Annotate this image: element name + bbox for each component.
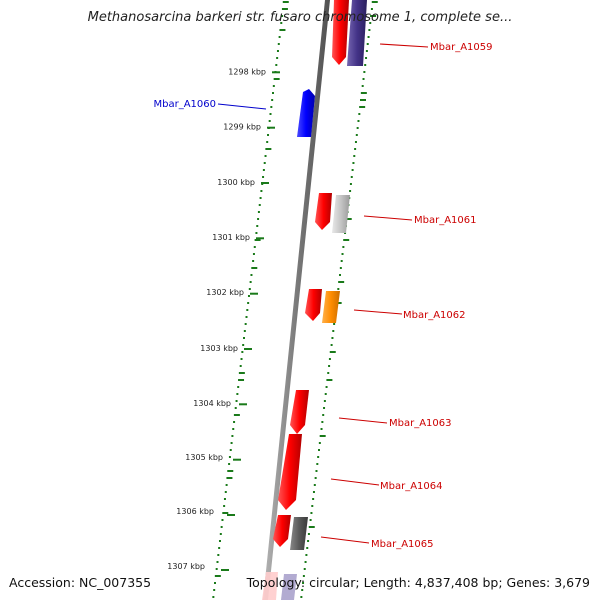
gene-arrow[interactable] [273, 515, 291, 547]
ruler-label: 1299 kbp [223, 123, 261, 132]
cds-block[interactable] [281, 574, 297, 600]
ruler-label: 1298 kbp [228, 68, 266, 77]
ruler-tick: 1305 kbp [185, 453, 241, 462]
ruler-label: 1303 kbp [200, 344, 238, 353]
ruler-label: 1307 kbp [167, 562, 205, 571]
cds-block[interactable] [290, 517, 308, 550]
gene-label-mbar-a1065[interactable]: Mbar_A1065 [371, 539, 434, 550]
gene-arrow[interactable] [278, 434, 302, 510]
gene-label-mbar-a1061[interactable]: Mbar_A1061 [414, 215, 477, 226]
ruler-tick: 1306 kbp [176, 507, 235, 516]
gene-label-mbar-a1064[interactable]: Mbar_A1064 [380, 481, 443, 492]
gc-track-left [212, 1, 289, 598]
gene-label-mbar-a1063[interactable]: Mbar_A1063 [389, 418, 452, 429]
ruler-tick: 1307 kbp [167, 562, 229, 571]
ruler-label: 1305 kbp [185, 453, 223, 462]
gene-arrow[interactable] [297, 89, 315, 137]
gene-labels: Mbar_A1059 Mbar_A1060 Mbar_A1061 Mbar_A1… [153, 42, 492, 550]
chromosome-backbone [263, 0, 330, 600]
ruler-tick: 1301 kbp [212, 233, 264, 242]
map-title: Methanosarcina barkeri str. fusaro chrom… [87, 10, 513, 25]
ruler-tick: 1303 kbp [200, 344, 252, 353]
cds-block[interactable] [332, 195, 350, 233]
ruler-label: 1302 kbp [206, 288, 244, 297]
cds-block[interactable] [347, 0, 367, 66]
gene-label-mbar-a1062[interactable]: Mbar_A1062 [403, 310, 466, 321]
ruler-label: 1306 kbp [176, 507, 214, 516]
ruler-tick: 1302 kbp [206, 288, 258, 297]
ruler-label: 1301 kbp [212, 233, 250, 242]
kbp-ruler: 1298 kbp 1299 kbp 1300 kbp 1301 kbp 1302… [167, 68, 280, 571]
gene-arrow[interactable] [262, 572, 278, 600]
gene-arrow[interactable] [290, 390, 309, 434]
ruler-tick: 1300 kbp [217, 178, 269, 187]
ruler-label: 1304 kbp [193, 399, 231, 408]
ruler-tick: 1304 kbp [193, 399, 247, 408]
cds-block[interactable] [322, 291, 340, 323]
accession-text: Accession: NC_007355 [9, 575, 152, 590]
gene-arrow[interactable] [315, 193, 332, 230]
gene-arrow[interactable] [305, 289, 322, 321]
ruler-label: 1300 kbp [217, 178, 255, 187]
ruler-tick: 1299 kbp [223, 123, 275, 132]
ruler-tick: 1298 kbp [228, 68, 280, 77]
topology-summary: Topology: circular; Length: 4,837,408 bp… [246, 575, 590, 590]
gene-arrow[interactable] [332, 0, 349, 65]
feature-track [262, 0, 367, 600]
gene-label-mbar-a1059[interactable]: Mbar_A1059 [430, 42, 493, 53]
gene-label-mbar-a1060[interactable]: Mbar_A1060 [153, 99, 216, 110]
